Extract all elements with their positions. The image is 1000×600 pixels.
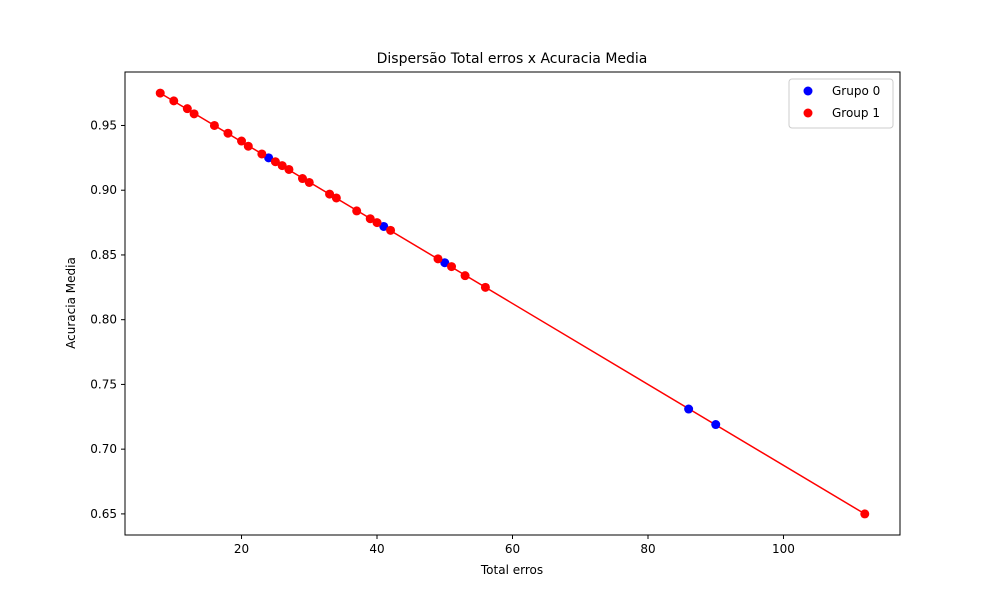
data-point-series-1: [237, 136, 247, 146]
data-point-series-1: [277, 161, 287, 171]
data-point-series-1: [284, 164, 294, 174]
data-point-series-1: [860, 509, 870, 519]
data-point-series-1: [331, 193, 341, 203]
x-tick-label: 40: [369, 542, 384, 556]
data-point-series-1: [460, 271, 470, 281]
legend-box: [788, 78, 894, 129]
x-tick-label: 100: [772, 542, 795, 556]
chart-title: Dispersão Total erros x Acuracia Media: [377, 51, 648, 67]
data-point-series-0: [684, 404, 694, 414]
data-point-series-1: [243, 141, 253, 151]
data-point-series-1: [297, 174, 307, 184]
legend-label: Grupo 0: [832, 84, 880, 98]
legend-label: Group 1: [832, 106, 880, 120]
data-point-series-1: [447, 262, 457, 272]
axis-ticks: 20 40 60 80 100 0.65 0.70 0.75 0.80 0.85 0.90 0.95: [90, 118, 795, 556]
data-point-series-1: [480, 282, 490, 292]
x-tick-label: 60: [505, 542, 520, 556]
legend-marker: [803, 86, 813, 96]
data-point-series-1: [325, 189, 335, 199]
y-tick-label: 0.85: [90, 248, 117, 262]
data-point-series-0: [264, 153, 274, 163]
legend-marker: [803, 108, 813, 118]
data-point-series-1: [257, 149, 267, 159]
y-tick-label: 0.90: [90, 183, 117, 197]
data-point-series-1: [209, 120, 219, 130]
data-point-series-1: [372, 218, 382, 228]
data-point-series-0: [711, 420, 721, 430]
data-point-series-1: [304, 177, 314, 187]
data-point-series-1: [352, 206, 362, 216]
data-point-series-1: [433, 254, 443, 264]
data-point-series-1: [223, 128, 233, 138]
y-tick-label: 0.80: [90, 313, 117, 327]
data-point-series-1: [169, 96, 179, 106]
legend: Grupo 0 Group 1: [788, 78, 894, 129]
y-tick-label: 0.75: [90, 377, 117, 391]
y-tick-label: 0.95: [90, 118, 117, 132]
x-tick-label: 80: [640, 542, 655, 556]
y-axis-label: Acuracia Media: [64, 257, 78, 349]
plot-area: [155, 88, 870, 519]
x-tick-label: 20: [234, 542, 249, 556]
y-tick-label: 0.70: [90, 442, 117, 456]
data-point-series-1: [155, 88, 165, 98]
y-tick-label: 0.65: [90, 507, 117, 521]
data-point-series-1: [182, 104, 192, 114]
data-point-series-1: [270, 157, 280, 167]
data-point-series-1: [189, 109, 199, 119]
data-point-series-0: [440, 258, 450, 268]
data-point-series-1: [365, 214, 375, 224]
data-point-series-1: [386, 225, 396, 235]
data-point-series-0: [379, 221, 389, 231]
x-axis-label: Total erros: [480, 563, 543, 577]
